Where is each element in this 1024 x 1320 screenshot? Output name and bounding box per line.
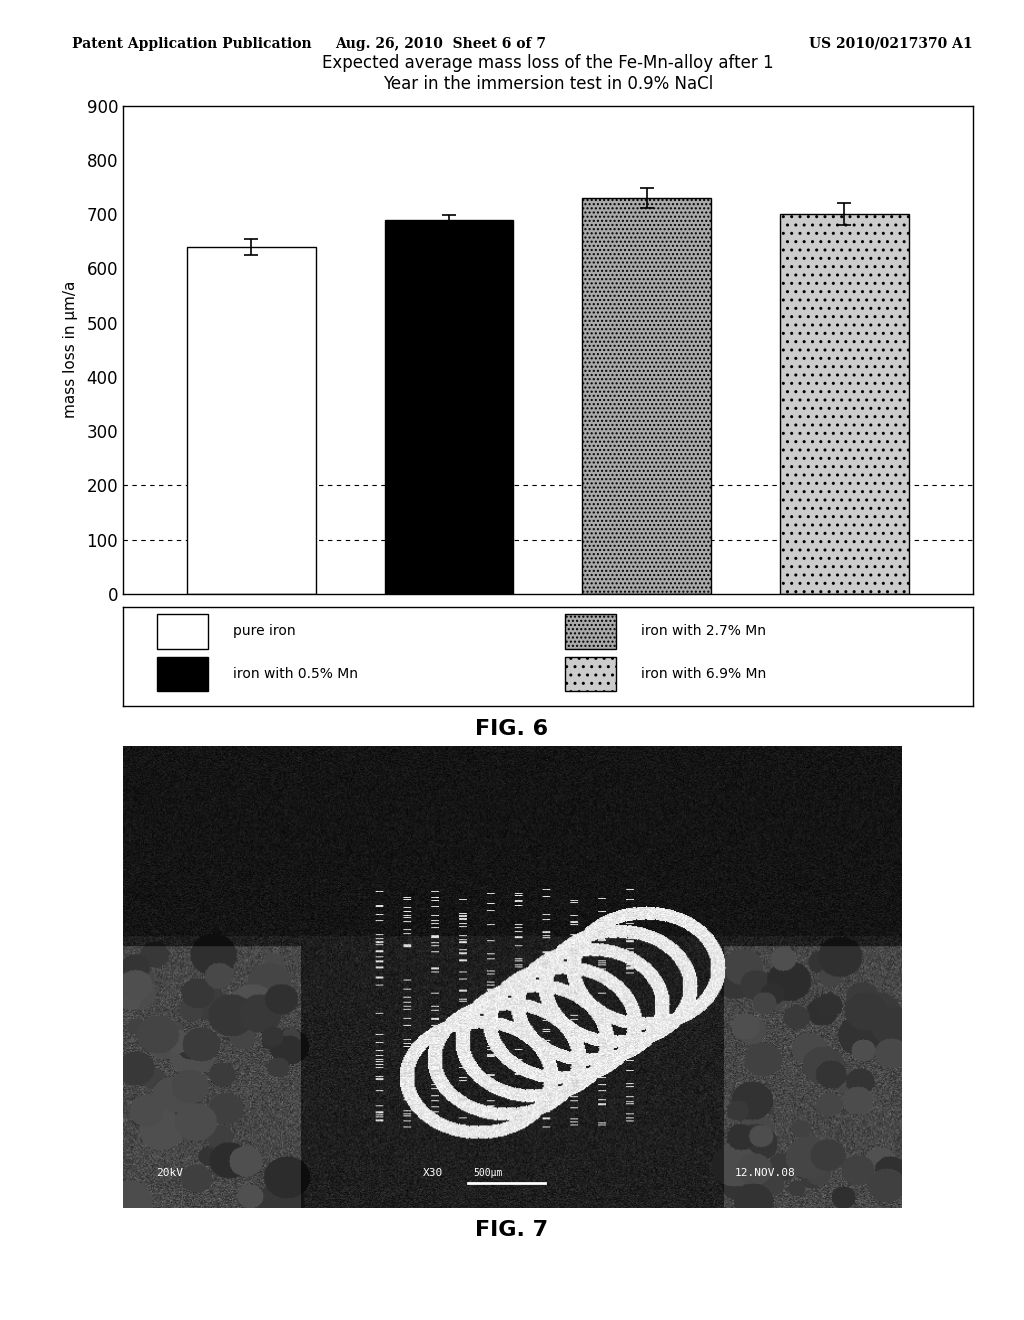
Bar [157,656,208,692]
Text: iron with 6.9% Mn: iron with 6.9% Mn [641,667,767,681]
Text: Patent Application Publication: Patent Application Publication [72,37,311,51]
Y-axis label: mass loss in μm/a: mass loss in μm/a [63,281,78,418]
Text: 500μm: 500μm [473,1168,503,1177]
Text: FIG. 6: FIG. 6 [475,719,549,739]
Text: FIG. 7: FIG. 7 [475,1220,549,1239]
Bar [385,219,513,594]
Bar [187,247,315,594]
Bar [565,656,615,692]
Text: iron with 0.5% Mn: iron with 0.5% Mn [233,667,358,681]
Title: Expected average mass loss of the Fe-Mn-alloy after 1
Year in the immersion test: Expected average mass loss of the Fe-Mn-… [322,54,774,92]
Text: Aug. 26, 2010  Sheet 6 of 7: Aug. 26, 2010 Sheet 6 of 7 [335,37,546,51]
Text: 12.NOV.08: 12.NOV.08 [734,1168,795,1177]
Text: 20kV: 20kV [157,1168,183,1177]
Text: iron with 2.7% Mn: iron with 2.7% Mn [641,624,766,639]
Bar [565,614,615,648]
Text: X30: X30 [423,1168,443,1177]
Bar [583,198,711,594]
Bar [157,614,208,648]
Bar [780,214,908,594]
Text: pure iron: pure iron [233,624,296,639]
Text: US 2010/0217370 A1: US 2010/0217370 A1 [809,37,973,51]
